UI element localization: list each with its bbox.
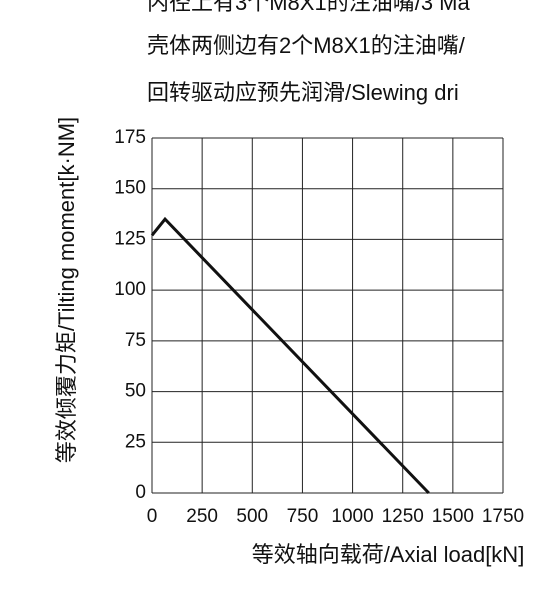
x-tick-label: 1000 — [331, 506, 373, 527]
y-tick-label: 75 — [125, 330, 146, 351]
header-line: 内径上有3个M8X1的注油嘴/3 Ma — [147, 0, 470, 15]
x-tick-label: 500 — [236, 506, 268, 527]
x-tick-label: 1500 — [432, 506, 474, 527]
x-tick-label: 250 — [186, 506, 218, 527]
x-tick-label: 0 — [147, 506, 158, 527]
header-line: 壳体两侧边有2个M8X1的注油嘴/ — [147, 33, 466, 58]
y-tick-label: 125 — [114, 228, 146, 249]
y-tick-label: 100 — [114, 279, 146, 300]
x-axis-label: 等效轴向载荷/Axial load[kN] — [252, 542, 525, 567]
y-tick-label: 150 — [114, 178, 146, 199]
x-tick-label: 750 — [287, 506, 319, 527]
x-tick-label: 1750 — [482, 506, 524, 527]
y-axis-label: 等效倾覆力矩/Tilting moment[k·NM] — [54, 117, 79, 463]
y-tick-label: 0 — [135, 482, 146, 503]
y-tick-label: 175 — [114, 127, 146, 148]
y-tick-label: 25 — [125, 431, 146, 452]
header-line: 回转驱动应预先润滑/Slewing dri — [147, 80, 459, 105]
line-series — [150, 216, 430, 495]
y-tick-label: 50 — [125, 381, 146, 402]
x-tick-label: 1250 — [382, 506, 424, 527]
